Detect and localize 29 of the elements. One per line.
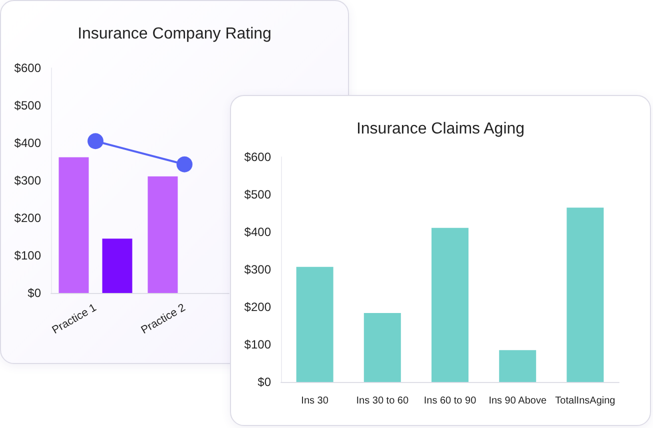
y-tick-label: $400 (14, 136, 42, 150)
y-tick-label: $0 (28, 286, 42, 300)
bar (566, 208, 604, 382)
x-tick-label: TotalInsAging (555, 396, 616, 406)
y-tick-label: $200 (14, 211, 42, 225)
bar (148, 176, 178, 293)
y-tick-label: $400 (244, 225, 272, 239)
bar (432, 228, 468, 382)
y-tick-label: $600 (244, 150, 272, 164)
y-tick-label: $0 (258, 375, 272, 389)
chart-title: Insurance Company Rating (78, 26, 272, 42)
x-tick-label: Ins 60 to 90 (424, 396, 477, 406)
bar (296, 266, 334, 382)
chart-title: Insurance Claims Aging (356, 120, 525, 138)
y-tick-label: $500 (244, 188, 272, 202)
y-tick-label: $200 (244, 300, 272, 314)
bar (102, 238, 132, 293)
y-tick-label: $300 (14, 174, 42, 188)
x-tick-label: Ins 30 to 60 (356, 396, 409, 406)
bar (499, 350, 536, 382)
y-tick-label: $500 (14, 98, 42, 112)
x-tick-label: Ins 30 (301, 396, 329, 406)
bar (58, 157, 89, 293)
y-tick-label: $300 (244, 262, 272, 276)
bar (364, 313, 401, 382)
y-tick-label: $600 (14, 61, 42, 75)
x-tick-label: Ins 90 Above (488, 396, 547, 406)
y-tick-label: $100 (14, 248, 42, 262)
y-tick-label: $100 (244, 338, 272, 352)
